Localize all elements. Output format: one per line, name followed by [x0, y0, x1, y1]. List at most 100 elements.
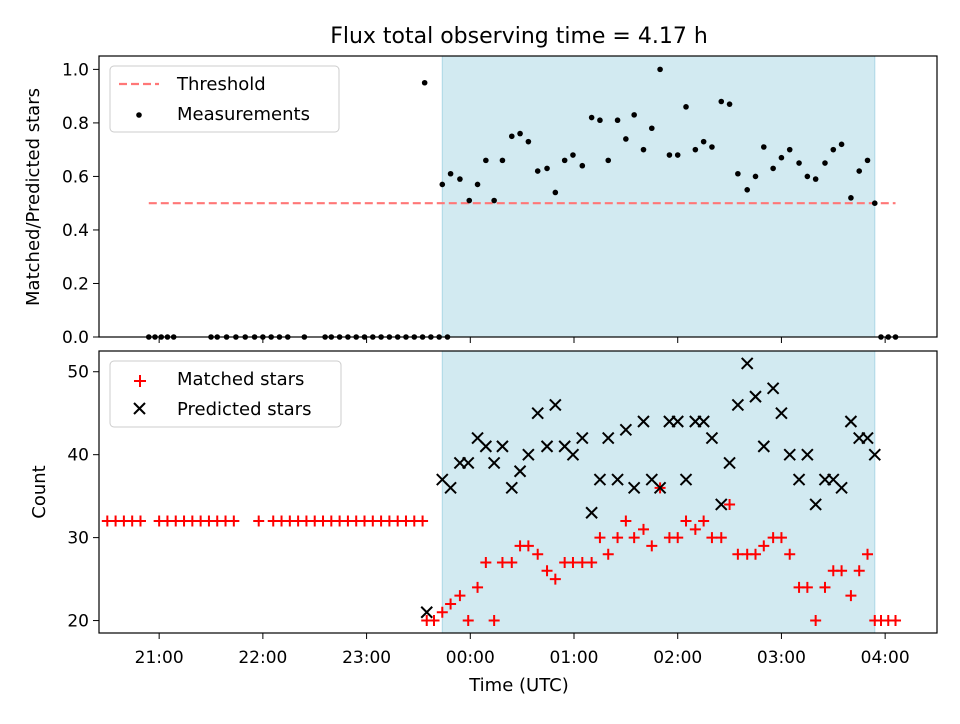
predicted-star-point	[740, 357, 754, 370]
measurement-point	[457, 176, 463, 182]
measurement-point	[605, 157, 612, 164]
predicted-star-point	[585, 506, 598, 519]
legend-matched-label: Matched stars	[177, 369, 304, 390]
measurement-point	[491, 197, 497, 204]
predicted-star-point	[505, 481, 518, 495]
matched-star-point	[637, 523, 649, 535]
x-tick-label: 01:00	[550, 648, 599, 668]
matched-star-point	[853, 565, 865, 577]
predicted-star-point	[844, 415, 858, 428]
predicted-star-point	[576, 431, 589, 445]
measurement-point	[499, 157, 506, 164]
measurement-point	[830, 146, 837, 153]
matched-star-point	[445, 598, 457, 610]
matched-star-point	[672, 532, 684, 544]
legend-predicted-label: Predicted stars	[177, 399, 311, 420]
measurement-point	[812, 176, 819, 182]
matched-star-point	[750, 548, 762, 560]
matched-star-point	[576, 557, 588, 568]
measurement-point	[692, 146, 699, 153]
legend-measurements-swatch	[136, 112, 142, 118]
predicted-star-point	[731, 398, 745, 412]
measurement-point	[683, 104, 689, 110]
predicted-star-point	[792, 473, 806, 486]
measurement-point	[648, 125, 655, 132]
matched-star-point	[567, 557, 579, 568]
predicted-star-point	[627, 481, 641, 495]
measurement-point	[752, 173, 759, 180]
predicted-star-point	[522, 448, 535, 461]
matched-star-point	[724, 498, 736, 510]
predicted-star-point	[809, 498, 822, 511]
predicted-star-point	[723, 456, 736, 470]
matched-star-point	[253, 515, 265, 527]
predicted-star-point	[671, 415, 684, 428]
predicted-star-point	[602, 431, 615, 445]
measurement-point	[579, 162, 586, 169]
measurement-point	[796, 160, 802, 166]
matched-star-point	[549, 573, 561, 585]
predicted-star-point	[775, 406, 788, 420]
measurement-point	[439, 181, 446, 188]
predicted-star-point	[549, 398, 562, 412]
matched-star-point	[454, 590, 466, 602]
measurement-point	[466, 197, 473, 204]
matched-star-point	[428, 615, 440, 627]
predicted-star-point	[653, 481, 667, 495]
top-y-axis-label: Matched/Predicted stars	[23, 88, 44, 306]
x-tick-label: 23:00	[342, 648, 391, 668]
predicted-star-point	[766, 382, 780, 395]
measurement-point	[760, 144, 767, 150]
predicted-star-point	[619, 423, 633, 437]
measurement-point	[778, 154, 785, 161]
predicted-star-point	[637, 415, 650, 428]
measurement-point	[508, 133, 515, 140]
measurement-point	[848, 195, 854, 201]
legend-measurements-label: Measurements	[177, 104, 310, 125]
top-legend: Threshold Measurements	[109, 65, 340, 133]
matched-star-point	[612, 532, 624, 544]
measurement-point	[614, 117, 621, 124]
matched-star-point	[784, 548, 796, 560]
matched-star-point	[462, 615, 474, 627]
predicted-star-point	[540, 440, 554, 453]
measurement-point	[552, 189, 559, 196]
predicted-star-point	[444, 481, 457, 495]
bottom-y-tick-label: 40	[67, 446, 89, 466]
x-tick-label: 03:00	[757, 648, 806, 668]
measurement-point	[770, 165, 776, 172]
predicted-star-point	[783, 448, 796, 461]
measurement-point	[534, 168, 541, 174]
top-shaded-span	[441, 55, 876, 338]
matched-star-point	[698, 515, 710, 527]
measurement-point	[871, 200, 878, 206]
legend-matched-swatch	[134, 375, 146, 387]
matched-star-point	[134, 515, 146, 527]
measurement-point	[786, 146, 793, 153]
measurement-point	[631, 112, 637, 118]
bottom-panel: 20 30 40 50 21:00 22:00 23:00 00:00 01:00 02:00 03…	[29, 350, 938, 696]
measurement-point	[640, 146, 647, 153]
x-axis-label: Time (UTC)	[468, 675, 569, 696]
top-y-tick-label: 0.8	[62, 114, 89, 134]
measurement-point	[856, 168, 863, 174]
measurement-point	[483, 157, 489, 164]
measurement-point	[804, 173, 811, 180]
predicted-star-point	[757, 440, 771, 453]
measurement-point	[822, 160, 828, 166]
x-tick-label: 21:00	[135, 648, 184, 668]
x-tick-label: 00:00	[446, 648, 495, 668]
bottom-y-tick-label: 30	[67, 529, 89, 549]
measurement-point	[709, 144, 715, 150]
bottom-y-tick-label: 50	[67, 363, 89, 383]
measurement-point	[597, 117, 603, 124]
matched-star-point	[480, 557, 492, 568]
measurement-point	[474, 181, 481, 188]
matched-star-point	[836, 565, 848, 577]
matched-star-point	[594, 532, 606, 544]
measurement-point	[544, 165, 550, 172]
measurement-point	[674, 152, 681, 158]
bottom-legend: Matched stars Predicted stars	[109, 360, 342, 428]
top-y-tick-label: 0.2	[62, 274, 89, 294]
